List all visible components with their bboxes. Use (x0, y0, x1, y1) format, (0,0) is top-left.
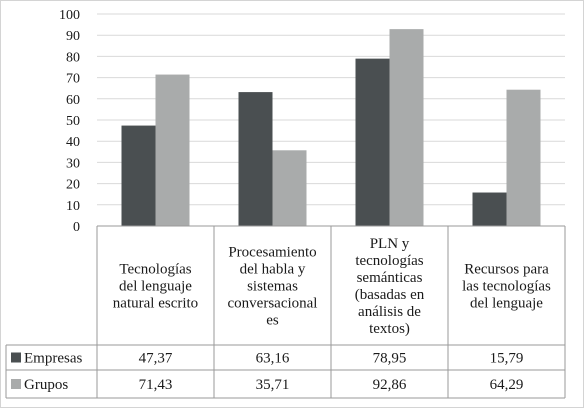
category-label-line: tecnologías (355, 253, 423, 269)
category-label-line: sistemas (247, 279, 298, 295)
category-label-line: (basadas en (355, 287, 425, 303)
bar-empresas (238, 92, 273, 226)
y-tick-label: 100 (59, 8, 80, 23)
bar-grupos (506, 89, 541, 226)
category-label-line: las tecnologías (462, 279, 551, 295)
data-value-cell: 78,95 (373, 351, 407, 367)
category-label: Recursos para las tecnologías del lenguaje (462, 262, 551, 312)
category-label-line: semánticas (357, 270, 423, 286)
bar-empresas (121, 125, 156, 226)
y-tick-label: 90 (66, 29, 80, 44)
data-value-cell: 63,16 (256, 351, 290, 367)
category-label-line: del lenguaje (470, 296, 543, 312)
bar-grupos (272, 150, 307, 226)
category-label-line: análisis de (358, 304, 421, 320)
data-value-cell: 64,29 (490, 377, 524, 393)
bar-grupos (389, 29, 424, 227)
legend-label: Empresas (24, 351, 82, 367)
y-tick-label: 0 (73, 220, 80, 235)
category-label: Procesamiento del habla y sistemas conversa… (228, 245, 318, 329)
category-label-line: del habla y (240, 262, 306, 278)
legend-swatch-grupos (11, 379, 21, 389)
y-tick-label: 40 (66, 135, 80, 150)
bar-grupos (155, 74, 190, 227)
data-value-cell: 15,79 (490, 351, 524, 367)
legend-swatch-empresas (11, 352, 21, 363)
category-label-line: del lenguaje (119, 279, 192, 295)
category-label-line: natural escrito (113, 296, 198, 312)
category-label-line: PLN y (370, 236, 410, 252)
y-tick-label: 80 (66, 50, 80, 65)
category-label-line: textos) (369, 321, 410, 337)
data-value-cell: 47,37 (139, 351, 173, 367)
category-label-line: es (266, 313, 279, 329)
data-value-cell: 92,86 (373, 377, 407, 393)
y-tick-label: 20 (66, 178, 80, 193)
category-label-line: conversacional (228, 296, 318, 312)
category-label-line: Procesamiento (228, 245, 316, 261)
y-tick-label: 60 (66, 93, 80, 108)
y-tick-label: 10 (66, 199, 80, 214)
category-label: PLN y tecnologías semánticas (basadas en aná… (355, 236, 425, 337)
data-value-cell: 71,43 (139, 377, 173, 393)
y-tick-label: 70 (66, 72, 80, 87)
bar-empresas (472, 192, 507, 226)
bar-empresas (355, 58, 390, 226)
category-label-line: Recursos para (464, 262, 549, 278)
data-value-cell: 35,71 (256, 377, 290, 393)
legend-label: Grupos (24, 377, 68, 393)
y-tick-label: 30 (66, 156, 80, 171)
y-tick-label: 50 (66, 114, 80, 129)
category-label-line: Tecnologías (119, 262, 191, 278)
category-label: Tecnologías del lenguaje natural escrito (113, 262, 198, 312)
